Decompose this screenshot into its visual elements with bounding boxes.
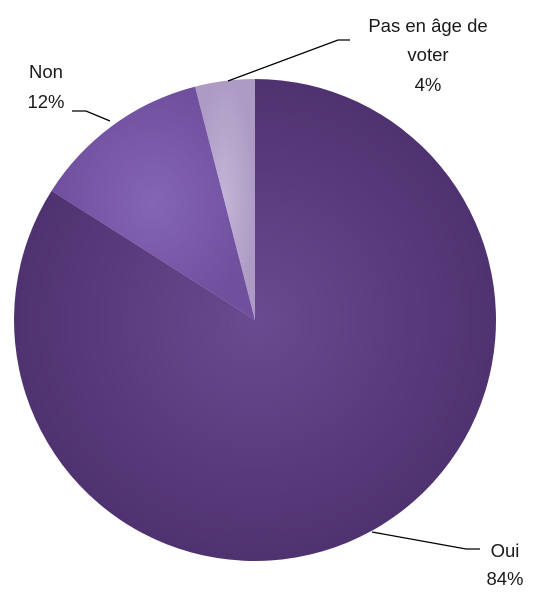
slice-label-oui: Oui	[491, 540, 520, 561]
slice-label-pas-line2: voter	[407, 44, 448, 65]
slice-label-non: Non	[29, 61, 63, 82]
pie-slice-non	[51, 86, 255, 320]
data-label-oui: 84%	[486, 568, 523, 589]
pie-slice-pas	[195, 79, 255, 320]
slice-label-pas-line1: Pas en âge de	[368, 15, 487, 36]
data-label-pas: 4%	[415, 74, 442, 95]
leader-line-oui	[371, 531, 480, 550]
leader-line-non	[72, 110, 111, 122]
data-label-non: 12%	[27, 91, 64, 112]
leader-line-pas	[227, 39, 350, 82]
pie-slice-oui	[14, 78, 497, 561]
